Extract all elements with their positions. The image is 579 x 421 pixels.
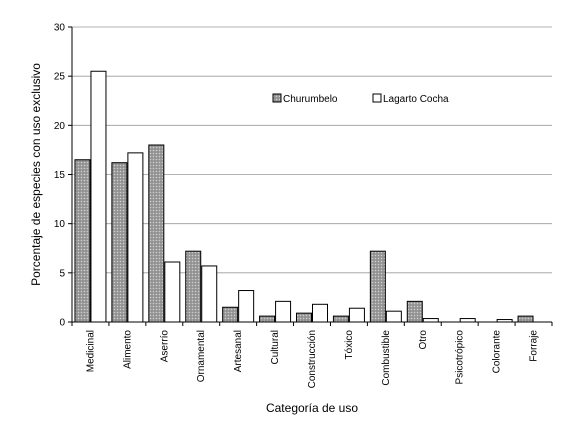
bar-churumbelo-medicinal: [74, 159, 91, 323]
bar-lagarto-cocha-toxico: [348, 307, 365, 323]
bars: [74, 70, 534, 323]
x-tick-label-medicinal: Medicinal: [85, 330, 96, 372]
x-tick-label-colorante: Colorante: [492, 330, 503, 374]
bar-churumbelo-aserrio: [148, 144, 165, 323]
legend: Churumbelo Lagarto Cocha: [272, 93, 449, 105]
bar-churumbelo-alimento: [111, 162, 128, 323]
bar-churumbelo-toxico: [332, 315, 349, 323]
bar-lagarto-cocha-ornamental: [201, 265, 218, 323]
x-tick-label-toxico: Tóxico: [344, 330, 355, 360]
x-tick-label-construccion: Construcción: [307, 330, 318, 388]
x-tick-label-ornamental: Ornamental: [196, 330, 207, 382]
y-axis-title: Porcentaje de especies con uso exclusivo: [29, 63, 43, 286]
y-tick-label: 0: [59, 318, 65, 329]
y-tick-label: 20: [54, 121, 66, 132]
y-tick-label: 30: [54, 23, 66, 34]
bar-churumbelo-otro: [406, 300, 423, 323]
y-tick-label: 5: [59, 268, 65, 279]
bar-churumbelo-artesanal: [222, 306, 239, 323]
x-tick-label-combustible: Combustible: [381, 330, 392, 386]
tick-labels: 0 5 10 15 20 25 30: [54, 23, 66, 329]
legend-swatch-churumbelo: [272, 93, 282, 103]
legend-swatch-lagarto-cocha: [372, 93, 382, 103]
bar-lagarto-cocha-otro: [422, 318, 439, 323]
legend-label-lagarto-cocha: Lagarto Cocha: [383, 94, 449, 105]
x-tick-label-forraje: Forraje: [529, 330, 540, 362]
x-tick-label-aserrio: Aserrío: [159, 330, 170, 363]
bar-churumbelo-combustible: [369, 250, 386, 323]
axes: [68, 26, 553, 326]
bar-lagarto-cocha-artesanal: [238, 290, 255, 323]
x-tick-label-otro: Otro: [418, 330, 429, 350]
bar-lagarto-cocha-alimento: [127, 152, 144, 323]
bar-lagarto-cocha-aserrio: [164, 261, 181, 323]
y-tick-label: 15: [54, 170, 66, 181]
grid-lines: [72, 26, 552, 274]
y-tick-label: 10: [54, 219, 66, 230]
bar-lagarto-cocha-cultural: [275, 300, 292, 323]
bar-lagarto-cocha-construccion: [312, 303, 328, 323]
legend-label-churumbelo: Churumbelo: [283, 94, 338, 105]
bar-lagarto-cocha-combustible: [385, 310, 402, 323]
category-labels: Medicinal Alimento Aserrío Ornamental Artesa…: [85, 330, 539, 389]
x-tick-label-alimento: Alimento: [122, 330, 133, 369]
bar-churumbelo-cultural: [259, 315, 276, 323]
bar-lagarto-cocha-psicotropico: [459, 318, 476, 323]
y-tick-label: 25: [54, 72, 66, 83]
bar-churumbelo-construccion: [296, 312, 312, 323]
x-tick-label-artesanal: Artesanal: [233, 330, 244, 372]
x-axis-title: Categoría de uso: [266, 401, 358, 415]
x-tick-label-cultural: Cultural: [270, 330, 281, 364]
x-tick-label-psicotropico: Psicotrópico: [455, 330, 466, 385]
bar-lagarto-cocha-medicinal: [90, 70, 107, 323]
bar-churumbelo-forraje: [517, 315, 534, 323]
bar-churumbelo-ornamental: [185, 250, 202, 323]
